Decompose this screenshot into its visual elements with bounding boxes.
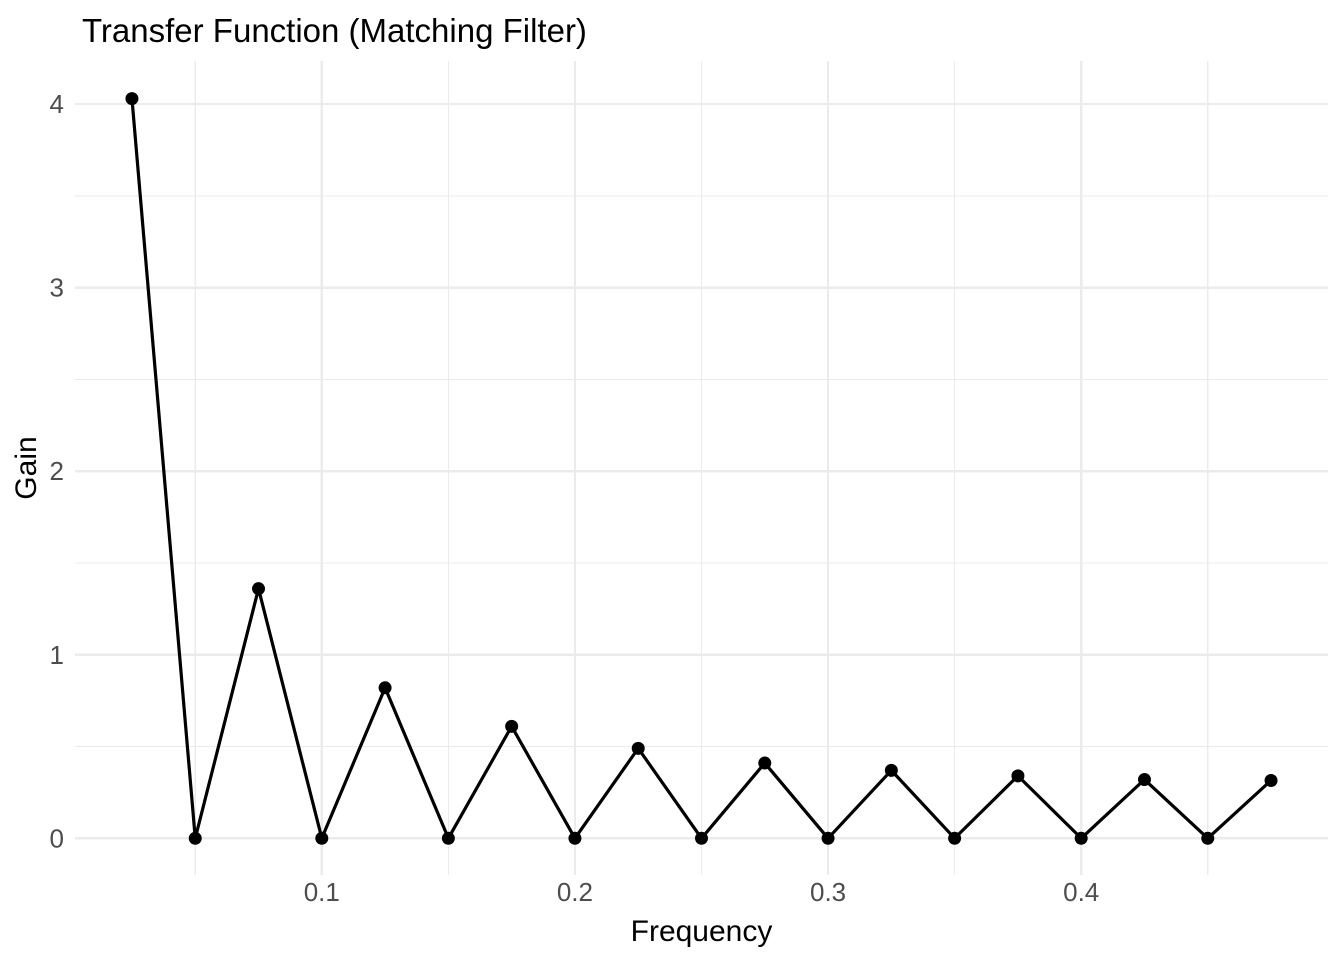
data-point — [441, 831, 455, 845]
y-axis-title: Gain — [10, 436, 43, 499]
data-point — [188, 831, 202, 845]
data-point — [1264, 773, 1278, 787]
data-point — [1201, 831, 1215, 845]
data-point — [1137, 773, 1151, 787]
data-point — [125, 92, 139, 106]
y-tick-label: 4 — [50, 89, 64, 119]
x-axis-title: Frequency — [631, 915, 773, 948]
x-tick-label: 0.1 — [304, 877, 340, 907]
data-point — [252, 582, 266, 596]
data-point — [1074, 831, 1088, 845]
data-point — [1011, 769, 1025, 783]
data-point — [948, 831, 962, 845]
data-point — [315, 831, 329, 845]
data-point — [821, 831, 835, 845]
y-tick-label: 0 — [50, 823, 64, 853]
data-point — [695, 831, 708, 845]
data-point — [884, 763, 898, 777]
chart-title: Transfer Function (Matching Filter) — [82, 12, 587, 49]
x-tick-label: 0.3 — [810, 877, 846, 907]
data-point — [568, 831, 582, 845]
x-tick-label: 0.2 — [557, 877, 593, 907]
data-point — [505, 719, 519, 733]
y-tick-label: 2 — [50, 456, 64, 486]
y-tick-label: 3 — [50, 273, 64, 303]
data-point — [631, 741, 645, 755]
data-point — [378, 681, 392, 695]
y-tick-label: 1 — [50, 640, 64, 670]
data-point — [758, 756, 772, 770]
x-tick-label: 0.4 — [1063, 877, 1099, 907]
